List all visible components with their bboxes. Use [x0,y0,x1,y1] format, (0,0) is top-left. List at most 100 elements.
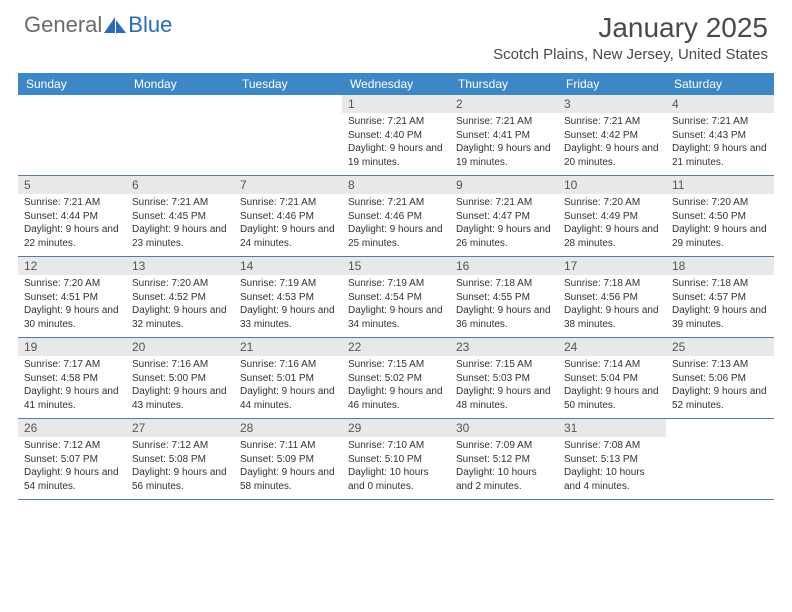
brand-logo: General Blue [24,12,172,38]
day-info: Sunrise: 7:18 AMSunset: 4:56 PMDaylight:… [564,277,660,331]
day-cell: 2 Sunrise: 7:21 AMSunset: 4:41 PMDaylight… [450,95,558,175]
day-number: 16 [450,257,558,275]
day-cell: 18 Sunrise: 7:18 AMSunset: 4:57 PMDayligh… [666,257,774,337]
day-cell: 23Sunrise: 7:15 AMSunset: 5:03 PMDayligh… [450,338,558,418]
day-cell [234,95,342,175]
day-info: Sunrise: 7:11 AMSunset: 5:09 PMDaylight:… [240,439,336,493]
day-info: Sunrise: 7:21 AMSunset: 4:46 PMDaylight:… [348,196,444,250]
day-cell: 6 Sunrise: 7:21 AMSunset: 4:45 PMDaylight… [126,176,234,256]
weekday-label: Tuesday [234,73,342,95]
day-info: Sunrise: 7:12 AMSunset: 5:07 PMDaylight:… [24,439,120,493]
day-cell: 9 Sunrise: 7:21 AMSunset: 4:47 PMDaylight… [450,176,558,256]
day-cell: 1 Sunrise: 7:21 AMSunset: 4:40 PMDaylight… [342,95,450,175]
day-info: Sunrise: 7:18 AMSunset: 4:57 PMDaylight:… [672,277,768,331]
week-row: 26 Sunrise: 7:12 AMSunset: 5:07 PMDayligh… [18,419,774,500]
day-info: Sunrise: 7:20 AMSunset: 4:50 PMDaylight:… [672,196,768,250]
day-info: Sunrise: 7:20 AMSunset: 4:51 PMDaylight:… [24,277,120,331]
day-number: 5 [18,176,126,194]
day-info: Sunrise: 7:21 AMSunset: 4:40 PMDaylight:… [348,115,444,169]
day-info: Sunrise: 7:21 AMSunset: 4:47 PMDaylight:… [456,196,552,250]
day-cell [126,95,234,175]
day-cell [666,419,774,499]
day-info: Sunrise: 7:21 AMSunset: 4:46 PMDaylight:… [240,196,336,250]
day-cell: 26 Sunrise: 7:12 AMSunset: 5:07 PMDayligh… [18,419,126,499]
day-info: Sunrise: 7:13 AMSunset: 5:06 PMDaylight:… [672,358,768,412]
day-number: 12 [18,257,126,275]
day-cell: 14Sunrise: 7:19 AMSunset: 4:53 PMDayligh… [234,257,342,337]
day-number: 9 [450,176,558,194]
week-row: 1 Sunrise: 7:21 AMSunset: 4:40 PMDaylight… [18,95,774,176]
day-info: Sunrise: 7:21 AMSunset: 4:41 PMDaylight:… [456,115,552,169]
brand-blue: Blue [128,12,172,38]
day-cell: 25 Sunrise: 7:13 AMSunset: 5:06 PMDayligh… [666,338,774,418]
day-number: 8 [342,176,450,194]
day-info: Sunrise: 7:16 AMSunset: 5:01 PMDaylight:… [240,358,336,412]
brand-general: General [24,12,102,38]
day-info: Sunrise: 7:14 AMSunset: 5:04 PMDaylight:… [564,358,660,412]
day-info: Sunrise: 7:08 AMSunset: 5:13 PMDaylight:… [564,439,660,493]
week-row: 19Sunrise: 7:17 AMSunset: 4:58 PMDayligh… [18,338,774,419]
day-cell: 13Sunrise: 7:20 AMSunset: 4:52 PMDayligh… [126,257,234,337]
day-cell: 19Sunrise: 7:17 AMSunset: 4:58 PMDayligh… [18,338,126,418]
day-cell [18,95,126,175]
day-info: Sunrise: 7:21 AMSunset: 4:45 PMDaylight:… [132,196,228,250]
day-info: Sunrise: 7:20 AMSunset: 4:52 PMDaylight:… [132,277,228,331]
day-number: 11 [666,176,774,194]
day-cell: 3 Sunrise: 7:21 AMSunset: 4:42 PMDaylight… [558,95,666,175]
day-number: 27 [126,419,234,437]
day-number: 21 [234,338,342,356]
day-info: Sunrise: 7:12 AMSunset: 5:08 PMDaylight:… [132,439,228,493]
day-number: 26 [18,419,126,437]
day-number: 25 [666,338,774,356]
day-number: 19 [18,338,126,356]
day-cell: 4Sunrise: 7:21 AMSunset: 4:43 PMDaylight… [666,95,774,175]
day-cell: 27 Sunrise: 7:12 AMSunset: 5:08 PMDayligh… [126,419,234,499]
day-cell: 17 Sunrise: 7:18 AMSunset: 4:56 PMDayligh… [558,257,666,337]
day-number: 10 [558,176,666,194]
day-cell: 21 Sunrise: 7:16 AMSunset: 5:01 PMDayligh… [234,338,342,418]
day-info: Sunrise: 7:21 AMSunset: 4:44 PMDaylight:… [24,196,120,250]
day-info: Sunrise: 7:19 AMSunset: 4:53 PMDaylight:… [240,277,336,331]
day-info: Sunrise: 7:15 AMSunset: 5:02 PMDaylight:… [348,358,444,412]
day-number: 17 [558,257,666,275]
day-number: 6 [126,176,234,194]
page-header: General Blue January 2025 Scotch Plains,… [0,0,792,67]
weekday-label: Wednesday [342,73,450,95]
day-info: Sunrise: 7:20 AMSunset: 4:49 PMDaylight:… [564,196,660,250]
day-cell: 30Sunrise: 7:09 AMSunset: 5:12 PMDayligh… [450,419,558,499]
day-number: 15 [342,257,450,275]
day-cell: 15 Sunrise: 7:19 AMSunset: 4:54 PMDayligh… [342,257,450,337]
day-cell: 10 Sunrise: 7:20 AMSunset: 4:49 PMDayligh… [558,176,666,256]
day-number: 1 [342,95,450,113]
day-cell: 5 Sunrise: 7:21 AMSunset: 4:44 PMDaylight… [18,176,126,256]
weekday-header: Sunday Monday Tuesday Wednesday Thursday… [18,73,774,95]
day-number: 7 [234,176,342,194]
day-number: 24 [558,338,666,356]
day-info: Sunrise: 7:09 AMSunset: 5:12 PMDaylight:… [456,439,552,493]
title-block: January 2025 Scotch Plains, New Jersey, … [493,12,768,63]
day-info: Sunrise: 7:16 AMSunset: 5:00 PMDaylight:… [132,358,228,412]
day-number: 20 [126,338,234,356]
day-number: 3 [558,95,666,113]
calendar: Sunday Monday Tuesday Wednesday Thursday… [0,67,792,500]
weekday-label: Saturday [666,73,774,95]
day-number: 23 [450,338,558,356]
day-number: 18 [666,257,774,275]
day-cell: 31 Sunrise: 7:08 AMSunset: 5:13 PMDayligh… [558,419,666,499]
day-number: 2 [450,95,558,113]
day-info: Sunrise: 7:19 AMSunset: 4:54 PMDaylight:… [348,277,444,331]
month-title: January 2025 [493,12,768,44]
day-info: Sunrise: 7:10 AMSunset: 5:10 PMDaylight:… [348,439,444,493]
week-row: 5 Sunrise: 7:21 AMSunset: 4:44 PMDaylight… [18,176,774,257]
day-number: 29 [342,419,450,437]
weeks-container: 1 Sunrise: 7:21 AMSunset: 4:40 PMDaylight… [18,95,774,500]
day-cell: 8 Sunrise: 7:21 AMSunset: 4:46 PMDaylight… [342,176,450,256]
day-cell: 11 Sunrise: 7:20 AMSunset: 4:50 PMDayligh… [666,176,774,256]
day-info: Sunrise: 7:21 AMSunset: 4:42 PMDaylight:… [564,115,660,169]
day-number: 31 [558,419,666,437]
weekday-label: Friday [558,73,666,95]
day-cell: 20 Sunrise: 7:16 AMSunset: 5:00 PMDayligh… [126,338,234,418]
weekday-label: Thursday [450,73,558,95]
day-cell: 22Sunrise: 7:15 AMSunset: 5:02 PMDayligh… [342,338,450,418]
day-cell: 12 Sunrise: 7:20 AMSunset: 4:51 PMDayligh… [18,257,126,337]
